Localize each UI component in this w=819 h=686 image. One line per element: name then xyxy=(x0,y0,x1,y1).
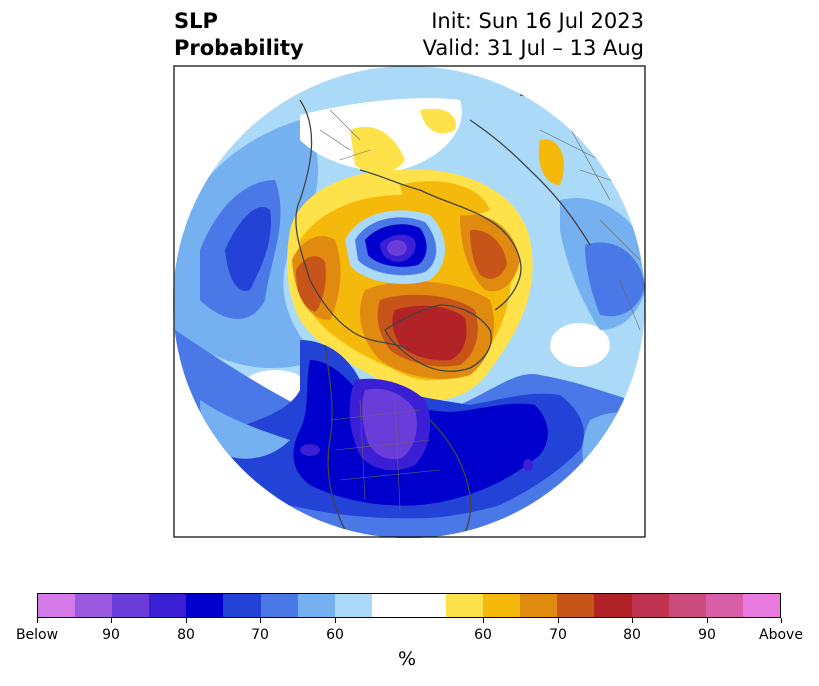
map-dates: Init: Sun 16 Jul 2023 Valid: 31 Jul – 13… xyxy=(423,8,644,62)
colorbar-segment xyxy=(742,594,780,617)
map-title: SLP Probability xyxy=(174,8,304,62)
title-variable: SLP xyxy=(174,9,218,33)
colorbar-tick-label: 70 xyxy=(549,627,567,643)
colorbar-tick-label: Below xyxy=(15,627,59,643)
colorbar-tick-mark xyxy=(558,618,559,623)
colorbar-segment xyxy=(705,594,743,617)
colorbar-tick-label: 60 xyxy=(326,627,344,643)
colorbar-segment xyxy=(112,594,150,617)
colorbar-segment xyxy=(631,594,669,617)
colorbar-segment xyxy=(668,594,706,617)
colorbar-segment xyxy=(446,594,484,617)
colorbar-segment xyxy=(260,594,298,617)
colorbar-tick-label: 70 xyxy=(251,627,269,643)
colorbar-tick-mark xyxy=(483,618,484,623)
colorbar xyxy=(37,593,781,618)
colorbar-segment xyxy=(223,594,261,617)
colorbar-tick-label: 80 xyxy=(623,627,641,643)
colorbar-segment xyxy=(149,594,187,617)
colorbar-tick-mark xyxy=(632,618,633,623)
colorbar-tick-mark xyxy=(260,618,261,623)
colorbar-segment xyxy=(75,594,113,617)
colorbar-segment xyxy=(557,594,595,617)
colorbar-tick-mark xyxy=(335,618,336,623)
colorbar-tick-label: 90 xyxy=(698,627,716,643)
colorbar-segment xyxy=(186,594,224,617)
title-type: Probability xyxy=(174,36,304,60)
political-borders xyxy=(319,109,641,511)
colorbar-tick-mark xyxy=(37,618,38,623)
colorbar-unit-label: % xyxy=(398,648,417,670)
colorbar-tick-label: 80 xyxy=(177,627,195,643)
probability-map xyxy=(173,65,646,538)
colorbar-segment xyxy=(334,594,372,617)
colorbar-tick-mark xyxy=(781,618,782,623)
colorbar-segment xyxy=(520,594,558,617)
map-frame xyxy=(173,65,646,538)
colorbar-segment xyxy=(483,594,521,617)
colorbar-tick-label: 90 xyxy=(102,627,120,643)
colorbar-tick-mark xyxy=(111,618,112,623)
colorbar-segment xyxy=(38,594,76,617)
colorbar-tick-mark xyxy=(707,618,708,623)
colorbar-tick-label: Above xyxy=(759,627,803,643)
colorbar-tick-mark xyxy=(186,618,187,623)
colorbar-segment xyxy=(297,594,335,617)
init-date: Init: Sun 16 Jul 2023 xyxy=(431,9,644,33)
valid-range: Valid: 31 Jul – 13 Aug xyxy=(422,36,644,60)
colorbar-segment xyxy=(371,594,447,617)
colorbar-segment xyxy=(594,594,632,617)
colorbar-tick-label: 60 xyxy=(474,627,492,643)
